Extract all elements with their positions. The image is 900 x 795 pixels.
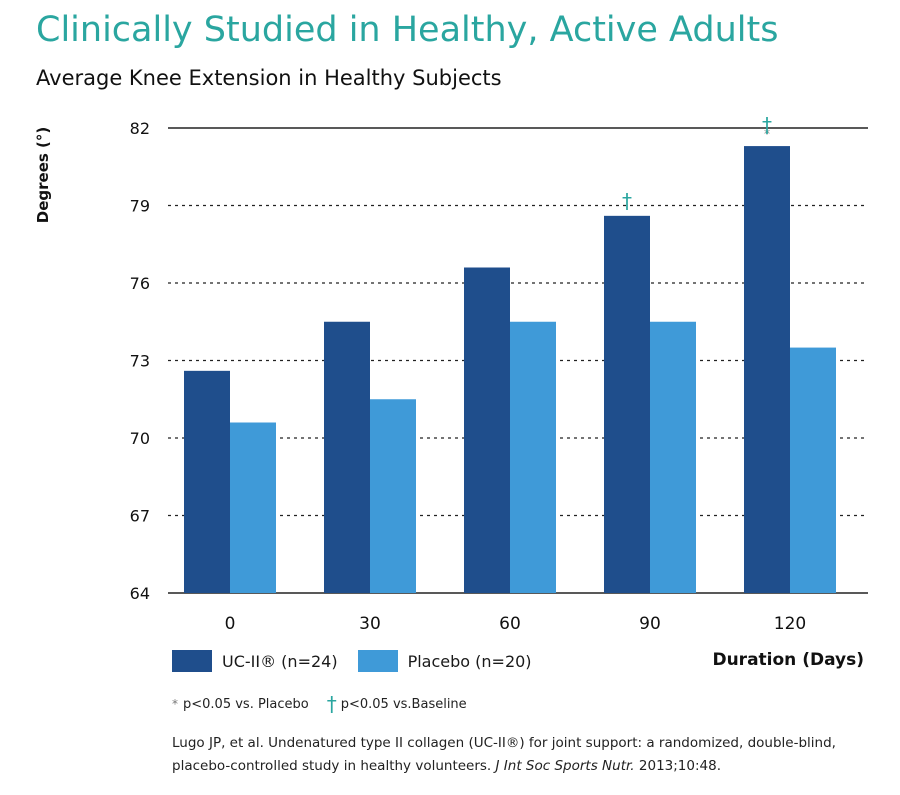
chart-subtitle: Average Knee Extension in Healthy Subjec… xyxy=(36,66,502,90)
x-tick-label: 90 xyxy=(639,614,661,634)
x-axis-label: Duration (Days) xyxy=(712,650,864,670)
legend-item-ucii: UC-II® (n=24) xyxy=(172,650,338,672)
legend-swatch-placebo xyxy=(357,650,398,672)
legend: UC-II® (n=24) Placebo (n=20) xyxy=(172,650,552,672)
legend-swatch-ucii xyxy=(172,650,212,672)
y-tick-labels: 64 67 70 73 76 79 82 xyxy=(130,119,150,603)
bar-ucii-30 xyxy=(324,321,370,593)
y-tick-label: 67 xyxy=(130,507,150,526)
dagger-symbol: † xyxy=(326,692,337,716)
y-tick-label: 64 xyxy=(130,584,150,603)
bar-placebo-90 xyxy=(650,321,696,593)
bar-ucii-60 xyxy=(464,267,510,593)
bar-ucii-120 xyxy=(744,146,790,594)
bar-placebo-120 xyxy=(790,347,836,593)
citation-text: Lugo JP, et al. Undenatured type II coll… xyxy=(172,735,836,774)
bar-placebo-0 xyxy=(230,422,276,593)
x-tick-label: 60 xyxy=(499,614,521,634)
star-footnote-text: p<0.05 vs. Placebo xyxy=(183,696,309,712)
bar-placebo-30 xyxy=(370,399,416,593)
y-axis-label: Degrees (°) xyxy=(34,127,52,223)
y-tick-label: 76 xyxy=(130,274,150,293)
x-tick-label: 120 xyxy=(774,614,806,634)
bar-placebo-60 xyxy=(510,321,556,593)
x-tick-label: 0 xyxy=(225,614,236,634)
x-tick-label: 30 xyxy=(359,614,381,634)
y-tick-label: 79 xyxy=(130,197,150,216)
legend-item-placebo: Placebo (n=20) xyxy=(357,650,532,672)
y-tick-label: 70 xyxy=(130,429,150,448)
bar-ucii-0 xyxy=(184,370,230,593)
bar-ucii-90 xyxy=(604,215,650,594)
dagger-footnote-text: p<0.05 vs.Baseline xyxy=(340,696,467,712)
x-tick-labels: 0 30 60 90 120 xyxy=(225,614,807,634)
chart-title: Clinically Studied in Healthy, Active Ad… xyxy=(36,10,779,50)
y-tick-label: 82 xyxy=(130,119,150,138)
citation-journal: J Int Soc Sports Nutr. xyxy=(495,758,635,774)
citation: Lugo JP, et al. Undenatured type II coll… xyxy=(172,732,872,778)
legend-label-placebo: Placebo (n=20) xyxy=(407,651,532,671)
legend-label-ucii: UC-II® (n=24) xyxy=(222,651,338,671)
significance-footnote: * p<0.05 vs. Placebo † p<0.05 vs.Baselin… xyxy=(172,692,467,716)
star-annotation: * xyxy=(764,127,770,141)
citation-volume: 2013;10:48. xyxy=(638,758,721,774)
dagger-annotation: † xyxy=(762,113,772,137)
bars xyxy=(184,146,836,594)
dagger-annotation: † xyxy=(622,189,632,213)
star-symbol: * xyxy=(172,697,178,711)
annotations: †*† xyxy=(622,113,772,213)
y-tick-label: 73 xyxy=(130,352,150,371)
